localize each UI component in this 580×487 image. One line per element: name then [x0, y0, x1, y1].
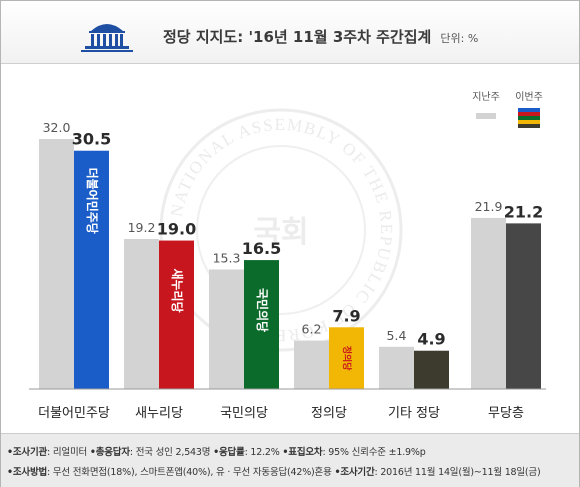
legend: 지난주 이번주 — [472, 91, 543, 128]
watermark-center-text: 국회 — [253, 215, 308, 250]
category-label: 더불어민주당 — [38, 406, 110, 421]
bar-last-week — [39, 139, 74, 389]
data-label-last-week: 6.2 — [302, 322, 322, 337]
legend-swatch-this-week — [518, 116, 540, 120]
bar-last-week — [209, 269, 244, 389]
data-label-this-week: 7.9 — [332, 306, 360, 325]
legend-label-this-week: 이번주 — [515, 91, 543, 103]
watermark-ring-inner — [196, 145, 366, 315]
unit-label: 단위: % — [440, 32, 479, 45]
bar-this-week — [244, 260, 279, 389]
data-label-this-week: 30.5 — [72, 130, 111, 149]
bar-last-week — [124, 239, 159, 389]
footer-value: : 95% 신뢰수준 ±1.9%p — [322, 447, 426, 458]
footer-line-1: •조사기관: 리얼미터 •총응답자: 전국 성인 2,543명 •응답률: 12… — [7, 444, 426, 458]
bar-this-week — [414, 350, 449, 389]
data-label-this-week: 19.0 — [157, 220, 196, 239]
legend-swatch-this-week — [518, 120, 540, 124]
party-logo-0: 더불어민주당 — [85, 168, 100, 234]
data-label-this-week: 21.2 — [504, 202, 543, 221]
footer: •조사기관: 리얼미터 •총응답자: 전국 성인 2,543명 •응답률: 12… — [1, 433, 579, 487]
party-logo-3: 정의당 — [341, 346, 353, 372]
data-label-this-week: 16.5 — [242, 239, 281, 258]
legend-label-last-week: 지난주 — [472, 91, 500, 103]
footer-value: : 리얼미터 — [47, 447, 90, 458]
category-label: 기타 정당 — [388, 406, 440, 421]
footer-label: •응답률 — [213, 447, 245, 458]
header: 정당 지지도: '16년 11월 3주차 주간집계 단위: % — [1, 1, 579, 63]
data-label-last-week: 19.2 — [128, 220, 156, 235]
footer-label: •조사기관 — [7, 447, 48, 458]
footer-value: : 전국 성인 2,543명 — [129, 447, 214, 458]
bar-last-week — [379, 346, 414, 389]
legend-swatch-this-week — [518, 124, 540, 128]
header-divider — [1, 63, 579, 64]
bar-chart: NATIONAL ASSEMBLY OF THE REPUBLIC OF KOR… — [29, 91, 546, 421]
category-labels: 더불어민주당 새누리당 국민의당 정의당 기타 정당 무당층 — [38, 406, 524, 421]
party-logo-2: 국민의당 — [255, 288, 270, 332]
category-label: 정의당 — [311, 406, 347, 421]
national-assembly-icon — [81, 24, 133, 52]
footer-label: •조사기간 — [334, 467, 375, 478]
bar-last-week — [294, 340, 329, 389]
category-label: 국민의당 — [220, 406, 268, 421]
footer-line-2: •조사방법: 무선 전화면접(18%), 스마트폰앱(40%), 유 · 무선 … — [7, 464, 541, 478]
watermark-ring-outer — [159, 108, 403, 352]
party-logo-1: 새누리당 — [170, 268, 185, 312]
category-label: 무당층 — [488, 406, 524, 421]
footer-value: : 12.2% — [244, 447, 283, 458]
category-label: 새누리당 — [135, 406, 183, 421]
bar-last-week — [471, 217, 506, 389]
bar-this-week — [329, 327, 364, 389]
legend-swatch-this-week — [518, 108, 540, 112]
data-label-last-week: 21.9 — [475, 199, 503, 214]
bar-this-week — [506, 223, 541, 389]
data-label-last-week: 15.3 — [213, 250, 241, 265]
legend-swatch-this-week — [518, 112, 540, 116]
footer-value: : 무선 전화면접(18%), 스마트폰앱(40%), 유 · 무선 자동응답(… — [47, 467, 335, 478]
bars: 32.030.5 더불어민주당 19.2 19.0 새누리당 15.3 16.5 국민의당 6.… — [39, 120, 543, 389]
bar-this-week — [159, 240, 194, 389]
footer-label: •조사방법 — [7, 467, 48, 478]
legend-swatch-last-week — [476, 113, 496, 119]
data-label-this-week: 4.9 — [417, 330, 445, 349]
page-title: 정당 지지도: '16년 11월 3주차 주간집계 — [163, 28, 432, 46]
watermark-seal: NATIONAL ASSEMBLY OF THE REPUBLIC OF KOR… — [159, 108, 403, 352]
bar-this-week — [74, 150, 109, 389]
footer-label: •표집오차 — [282, 447, 323, 458]
data-label-last-week: 5.4 — [387, 328, 407, 343]
footer-label: •총응답자 — [89, 447, 130, 458]
footer-value: : 2016년 11월 14일(월)~11월 18일(금) — [374, 467, 541, 478]
data-label-last-week: 32.0 — [43, 120, 71, 135]
